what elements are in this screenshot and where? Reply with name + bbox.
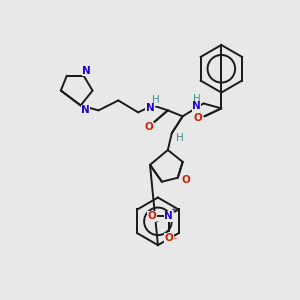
Text: H: H <box>193 94 200 104</box>
Text: +: + <box>171 207 176 213</box>
Text: N: N <box>164 212 173 221</box>
Text: O: O <box>181 175 190 185</box>
Text: N: N <box>146 103 154 113</box>
Text: H: H <box>152 95 160 106</box>
Text: O: O <box>193 113 202 123</box>
Text: O: O <box>147 212 156 221</box>
Text: O: O <box>164 233 173 243</box>
Text: H: H <box>176 133 184 143</box>
Text: -: - <box>155 217 158 226</box>
Text: N: N <box>81 105 90 116</box>
Text: N: N <box>192 101 201 111</box>
Text: N: N <box>82 66 91 76</box>
Text: -: - <box>174 234 177 243</box>
Text: O: O <box>145 122 153 132</box>
